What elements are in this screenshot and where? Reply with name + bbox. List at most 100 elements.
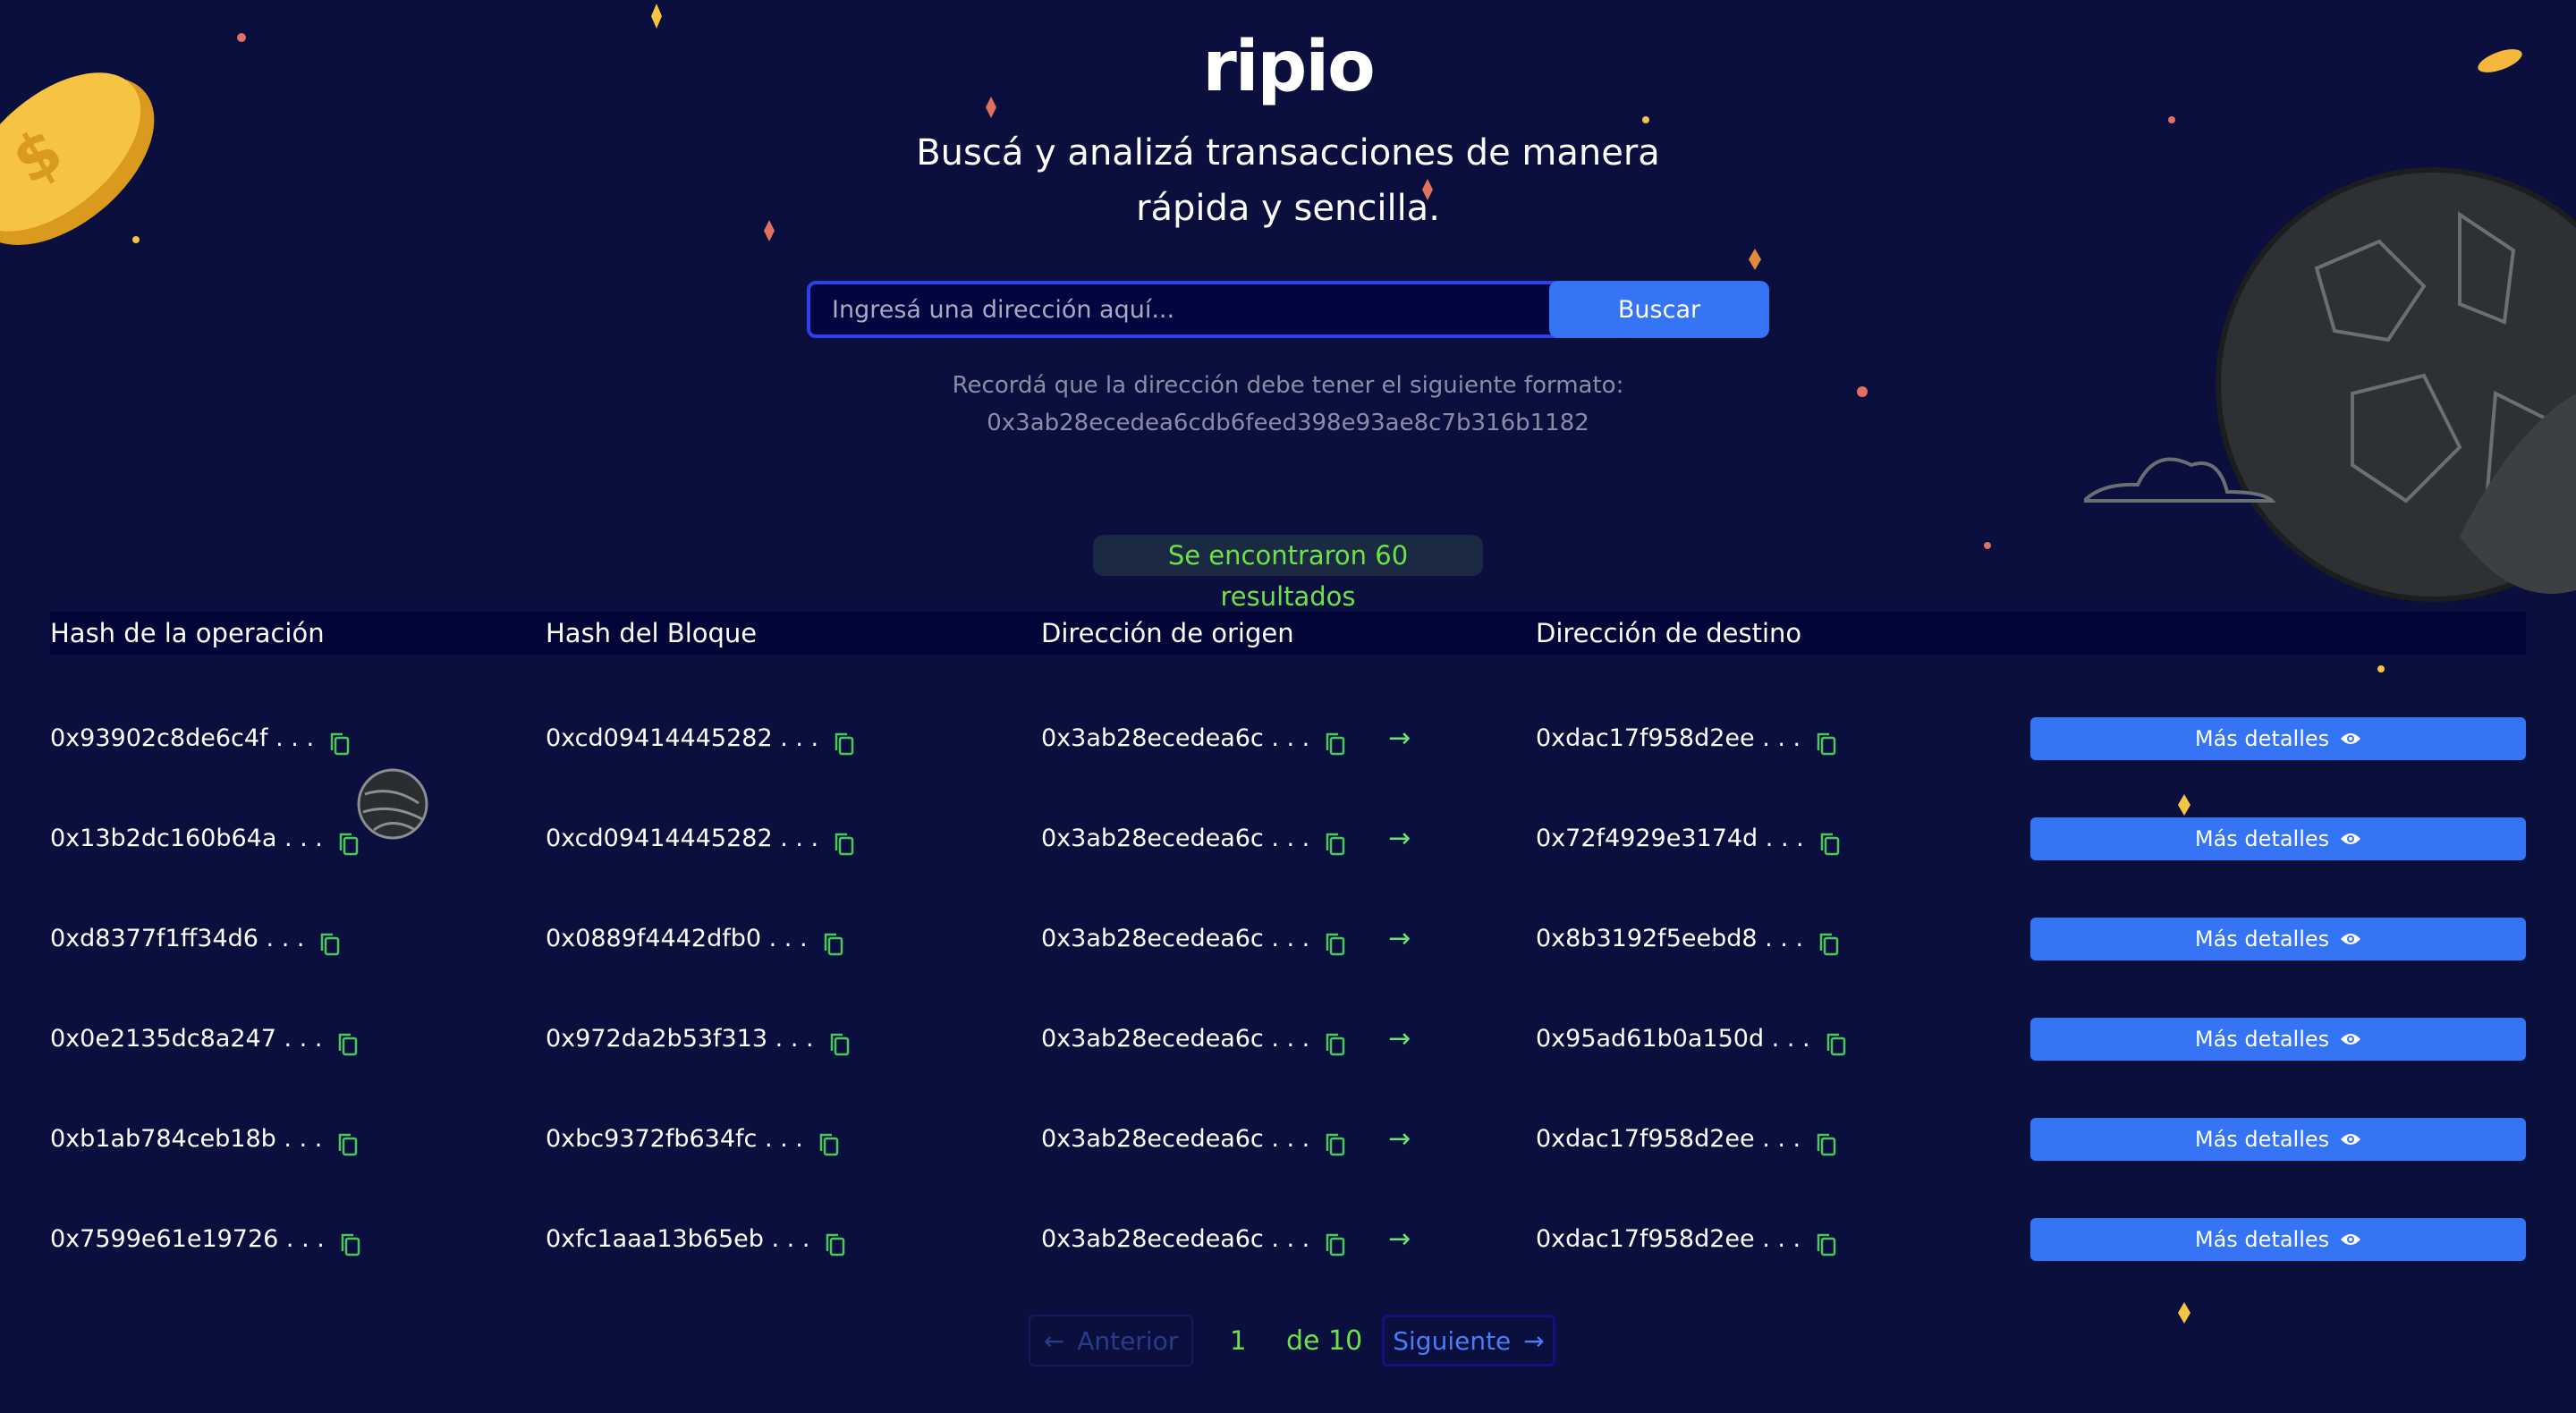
cell-origin-address: 0x3ab28ecedea6c . . . →	[1041, 918, 1411, 960]
address-search-input[interactable]	[807, 281, 1580, 338]
operation-hash-text: 0x0e2135dc8a247 . . .	[50, 1025, 323, 1053]
cell-origin-address: 0x3ab28ecedea6c . . . →	[1041, 1118, 1411, 1161]
origin-address-text: 0x3ab28ecedea6c . . .	[1041, 1025, 1310, 1053]
destination-address-text: 0x8b3192f5eebd8 . . .	[1536, 925, 1804, 952]
arrow-right-icon: →	[1388, 823, 1411, 854]
destination-address-text: 0xdac17f958d2ee . . .	[1536, 724, 1801, 752]
cell-origin-address: 0x3ab28ecedea6c . . . →	[1041, 1218, 1411, 1261]
origin-address-text: 0x3ab28ecedea6c . . .	[1041, 724, 1310, 752]
eye-icon	[2340, 926, 2361, 952]
arrow-right-icon: →	[1388, 1123, 1411, 1155]
search-button[interactable]: Buscar	[1549, 281, 1769, 338]
cell-block-hash: 0xbc9372fb634fc . . .	[546, 1118, 839, 1161]
block-hash-text: 0xcd09414445282 . . .	[546, 724, 819, 752]
operation-hash-text: 0x93902c8de6c4f . . .	[50, 724, 315, 752]
hint-text: Recordá que la dirección debe tener el s…	[952, 372, 1624, 399]
copy-icon[interactable]	[1826, 1028, 1846, 1056]
subtitle-line: rápida y sencilla.	[1136, 188, 1440, 229]
more-details-button[interactable]: Más detalles	[2030, 717, 2526, 760]
arrow-right-icon: →	[1388, 723, 1411, 754]
copy-icon[interactable]	[830, 1028, 850, 1056]
origin-address-text: 0x3ab28ecedea6c . . .	[1041, 1125, 1310, 1153]
cell-destination-address: 0xdac17f958d2ee . . .	[1536, 1118, 1836, 1161]
copy-icon[interactable]	[1326, 827, 1345, 856]
eye-icon	[2340, 1227, 2361, 1252]
next-page-button[interactable]: Siguiente →	[1382, 1315, 1555, 1366]
coin-illustration: $	[0, 72, 155, 245]
column-header-operation-hash: Hash de la operación	[50, 618, 325, 648]
origin-address-text: 0x3ab28ecedea6c . . .	[1041, 925, 1310, 952]
copy-icon[interactable]	[1817, 727, 1836, 756]
copy-icon[interactable]	[835, 727, 854, 756]
origin-address-text: 0x3ab28ecedea6c . . .	[1041, 825, 1310, 852]
planet-illustration	[2084, 167, 2576, 602]
more-details-button[interactable]: Más detalles	[2030, 918, 2526, 960]
destination-address-text: 0x95ad61b0a150d . . .	[1536, 1025, 1810, 1053]
copy-icon[interactable]	[1326, 1228, 1345, 1256]
eye-icon	[2340, 726, 2361, 751]
copy-icon[interactable]	[1820, 827, 1840, 856]
previous-label: Anterior	[1077, 1325, 1179, 1356]
copy-icon[interactable]	[819, 1128, 839, 1156]
more-details-button[interactable]: Más detalles	[2030, 1118, 2526, 1161]
destination-address-text: 0xdac17f958d2ee . . .	[1536, 1225, 1801, 1253]
arrow-right-icon: →	[1523, 1325, 1545, 1356]
cell-block-hash: 0xcd09414445282 . . .	[546, 817, 854, 860]
copy-icon[interactable]	[1326, 1128, 1345, 1156]
cell-destination-address: 0xdac17f958d2ee . . .	[1536, 717, 1836, 760]
copy-icon[interactable]	[320, 927, 340, 956]
cell-destination-address: 0x95ad61b0a150d . . .	[1536, 1018, 1846, 1061]
table-row: 0x13b2dc160b64a . . . 0xcd09414445282 . .…	[50, 817, 2526, 860]
table-row: 0x7599e61e19726 . . . 0xfc1aaa13b65eb . .…	[50, 1218, 2526, 1261]
table-row: 0xd8377f1ff34d6 . . . 0x0889f4442dfb0 . .…	[50, 918, 2526, 960]
copy-icon[interactable]	[1326, 1028, 1345, 1056]
more-details-button[interactable]: Más detalles	[2030, 817, 2526, 860]
column-header-destination: Dirección de destino	[1536, 618, 1802, 648]
more-details-button[interactable]: Más detalles	[2030, 1218, 2526, 1261]
cell-block-hash: 0xfc1aaa13b65eb . . .	[546, 1218, 845, 1261]
more-details-label: Más detalles	[2194, 1227, 2330, 1252]
more-details-label: Más detalles	[2194, 1027, 2330, 1052]
cell-origin-address: 0x3ab28ecedea6c . . . →	[1041, 817, 1411, 860]
more-details-label: Más detalles	[2194, 726, 2330, 751]
column-header-block-hash: Hash del Bloque	[546, 618, 758, 648]
cell-destination-address: 0xdac17f958d2ee . . .	[1536, 1218, 1836, 1261]
block-hash-text: 0xcd09414445282 . . .	[546, 825, 819, 852]
origin-address-text: 0x3ab28ecedea6c . . .	[1041, 1225, 1310, 1253]
copy-icon[interactable]	[835, 827, 854, 856]
arrow-right-icon: →	[1388, 1023, 1411, 1054]
more-details-label: Más detalles	[2194, 826, 2330, 851]
block-hash-text: 0x0889f4442dfb0 . . .	[546, 925, 808, 952]
copy-icon[interactable]	[1326, 927, 1345, 956]
column-header-origin: Dirección de origen	[1041, 618, 1294, 648]
subtitle-line: Buscá y analizá transacciones de manera	[916, 132, 1660, 173]
more-details-button[interactable]: Más detalles	[2030, 1018, 2526, 1061]
eye-icon	[2340, 1127, 2361, 1152]
previous-page-button[interactable]: ← Anterior	[1029, 1315, 1193, 1366]
cell-block-hash: 0x972da2b53f313 . . .	[546, 1018, 850, 1061]
copy-icon[interactable]	[1326, 727, 1345, 756]
cell-operation-hash: 0x7599e61e19726 . . .	[50, 1218, 360, 1261]
block-hash-text: 0xfc1aaa13b65eb . . .	[546, 1225, 810, 1253]
cell-origin-address: 0x3ab28ecedea6c . . . →	[1041, 1018, 1411, 1061]
copy-icon[interactable]	[339, 827, 359, 856]
copy-icon[interactable]	[1817, 1228, 1836, 1256]
cell-operation-hash: 0x93902c8de6c4f . . .	[50, 717, 350, 760]
copy-icon[interactable]	[338, 1128, 358, 1156]
copy-icon[interactable]	[330, 727, 350, 756]
copy-icon[interactable]	[1817, 1128, 1836, 1156]
copy-icon[interactable]	[826, 1228, 845, 1256]
copy-icon[interactable]	[341, 1228, 360, 1256]
block-hash-text: 0xbc9372fb634fc . . .	[546, 1125, 803, 1153]
cell-operation-hash: 0x0e2135dc8a247 . . .	[50, 1018, 358, 1061]
table-row: 0x93902c8de6c4f . . . 0xcd09414445282 . .…	[50, 717, 2526, 760]
copy-icon[interactable]	[338, 1028, 358, 1056]
cell-operation-hash: 0xb1ab784ceb18b . . .	[50, 1118, 358, 1161]
copy-icon[interactable]	[824, 927, 843, 956]
copy-icon[interactable]	[1819, 927, 1839, 956]
more-details-label: Más detalles	[2194, 1127, 2330, 1152]
table-header: Hash de la operación Hash del Bloque Dir…	[50, 612, 2526, 655]
cell-operation-hash: 0x13b2dc160b64a . . .	[50, 817, 359, 860]
small-planet-illustration	[357, 768, 428, 840]
